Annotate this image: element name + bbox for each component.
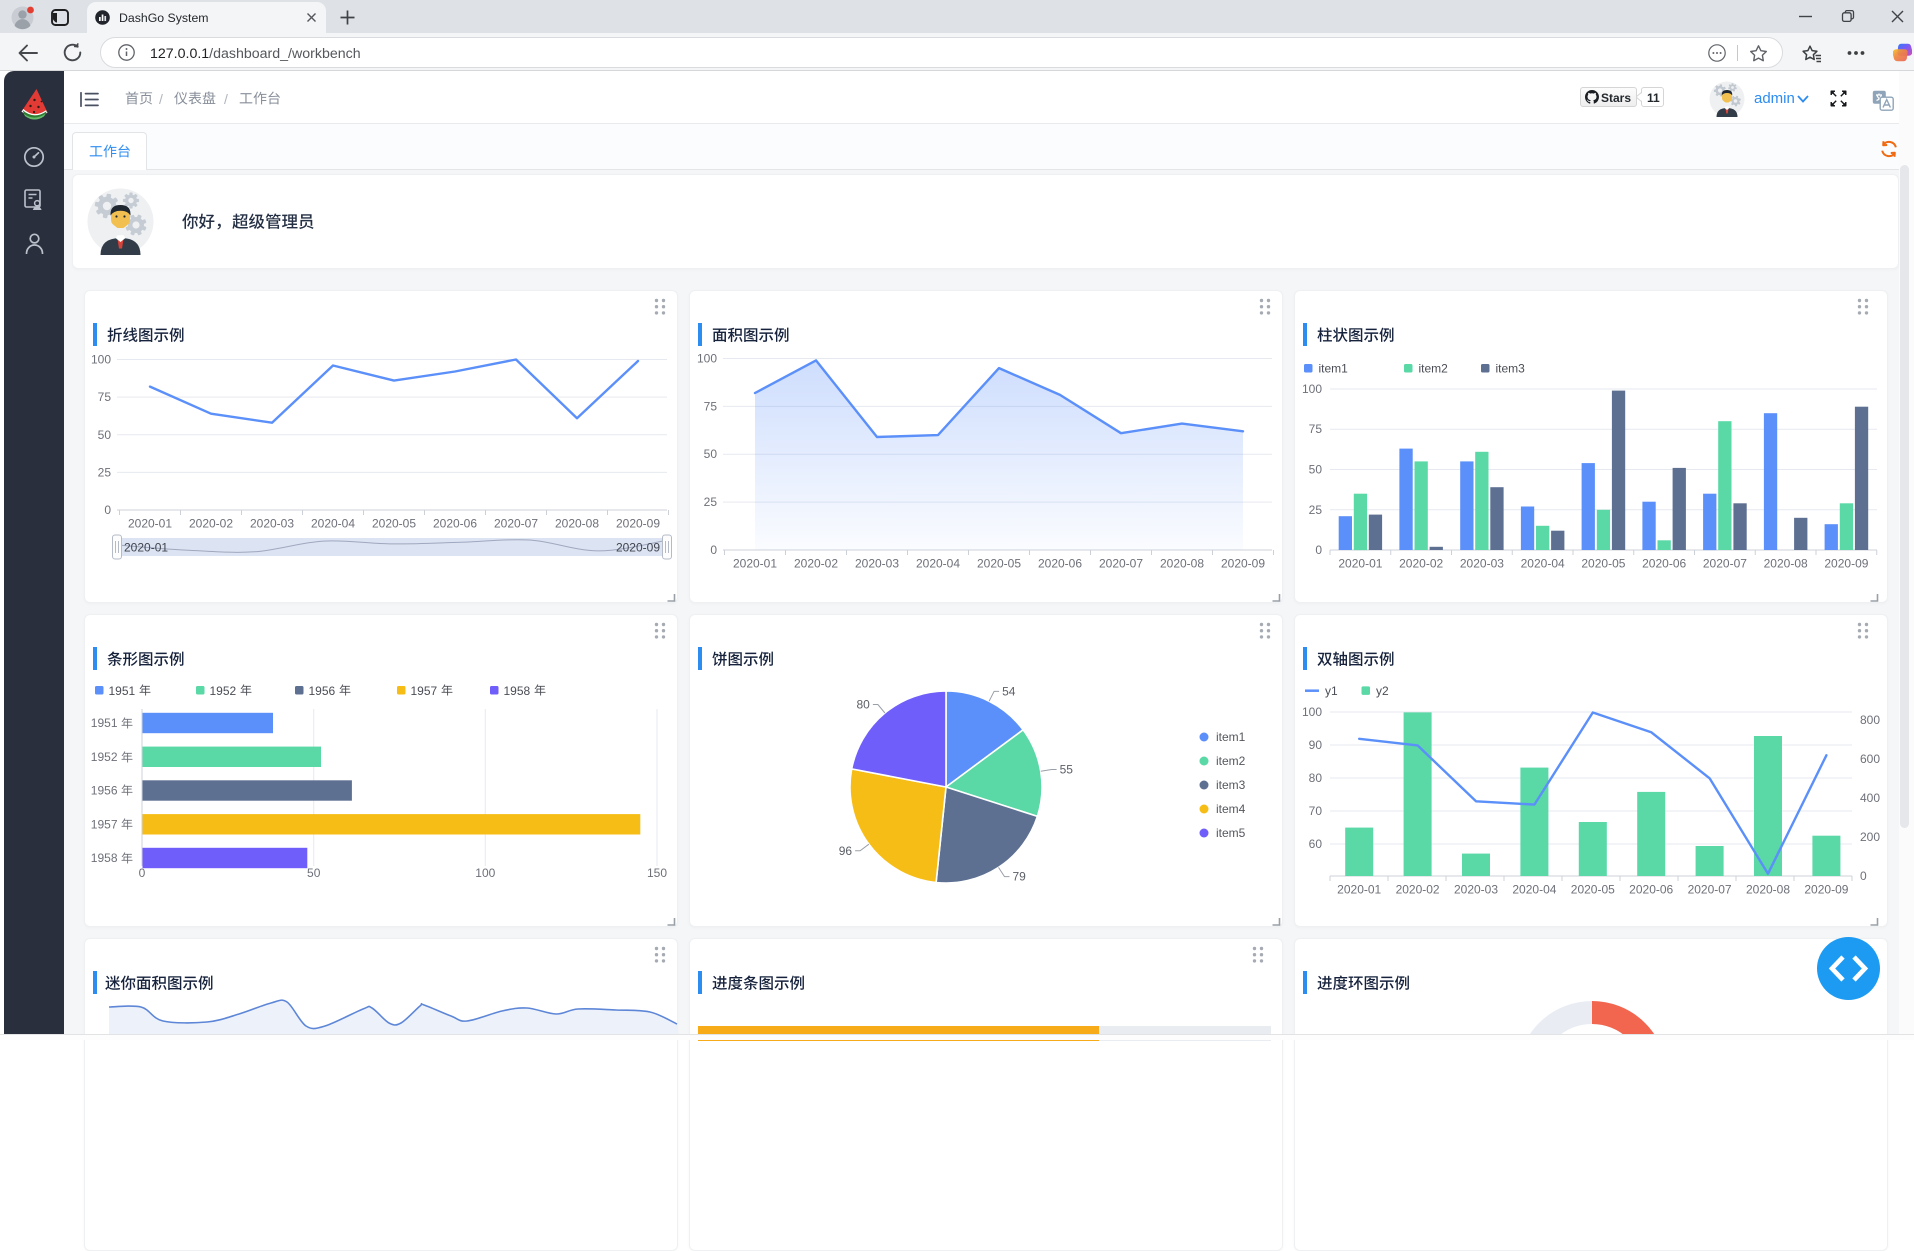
svg-text:100: 100 xyxy=(475,866,495,880)
svg-text:100: 100 xyxy=(697,352,717,366)
svg-text:1956: 1956 xyxy=(309,684,336,698)
svg-text:1958: 1958 xyxy=(504,684,531,698)
svg-text:0: 0 xyxy=(1860,869,1867,883)
svg-text:400: 400 xyxy=(1860,791,1880,805)
svg-text:item4: item4 xyxy=(1216,802,1246,816)
svg-text:1958: 1958 xyxy=(91,851,118,865)
svg-text:2020-03: 2020-03 xyxy=(1460,557,1504,571)
svg-text:2020-09: 2020-09 xyxy=(1824,557,1868,571)
svg-text:2020-05: 2020-05 xyxy=(977,557,1021,571)
svg-text:54: 54 xyxy=(1002,684,1016,698)
svg-text:2020-04: 2020-04 xyxy=(311,517,355,531)
svg-text:1952: 1952 xyxy=(210,684,237,698)
svg-text:0: 0 xyxy=(1315,543,1322,557)
svg-text:0: 0 xyxy=(710,543,717,557)
svg-text:2020-07: 2020-07 xyxy=(1099,557,1143,571)
svg-text:2020-01: 2020-01 xyxy=(128,517,172,531)
svg-text:2020-08: 2020-08 xyxy=(1764,557,1808,571)
svg-text:96: 96 xyxy=(839,844,853,858)
svg-text:55: 55 xyxy=(1060,763,1074,777)
svg-text:2020-04: 2020-04 xyxy=(1512,883,1556,897)
svg-text:2020-02: 2020-02 xyxy=(794,557,838,571)
svg-text:50: 50 xyxy=(1309,463,1323,477)
svg-text:2020-03: 2020-03 xyxy=(250,517,294,531)
svg-text:2020-08: 2020-08 xyxy=(1160,557,1204,571)
svg-text:80: 80 xyxy=(1309,771,1323,785)
svg-text:50: 50 xyxy=(307,866,321,880)
svg-text:25: 25 xyxy=(704,495,718,509)
svg-text:2020-02: 2020-02 xyxy=(189,517,233,531)
svg-text:80: 80 xyxy=(856,698,870,712)
svg-text:item2: item2 xyxy=(1419,362,1449,376)
svg-text:1951: 1951 xyxy=(91,716,118,730)
svg-text:100: 100 xyxy=(1302,382,1322,396)
svg-text:25: 25 xyxy=(98,465,112,479)
svg-text:2020-09: 2020-09 xyxy=(616,541,660,555)
svg-text:2020-07: 2020-07 xyxy=(494,517,538,531)
svg-text:2020-01: 2020-01 xyxy=(124,541,168,555)
svg-text:200: 200 xyxy=(1860,830,1880,844)
svg-text:75: 75 xyxy=(1309,422,1323,436)
svg-text:y2: y2 xyxy=(1376,684,1389,698)
svg-text:item1: item1 xyxy=(1319,362,1349,376)
svg-text:1957: 1957 xyxy=(411,684,438,698)
svg-text:2020-07: 2020-07 xyxy=(1688,883,1732,897)
svg-text:item3: item3 xyxy=(1216,778,1246,792)
svg-text:2020-03: 2020-03 xyxy=(1454,883,1498,897)
svg-text:50: 50 xyxy=(704,447,718,461)
svg-text:2020-06: 2020-06 xyxy=(1629,883,1673,897)
svg-text:70: 70 xyxy=(1309,804,1323,818)
svg-text:60: 60 xyxy=(1309,837,1323,851)
svg-text:1952: 1952 xyxy=(91,750,118,764)
svg-text:y1: y1 xyxy=(1325,684,1338,698)
svg-text:1951: 1951 xyxy=(109,684,136,698)
svg-text:2020-09: 2020-09 xyxy=(1221,557,1265,571)
svg-text:2020-09: 2020-09 xyxy=(616,517,660,531)
svg-text:100: 100 xyxy=(91,353,111,367)
svg-text:75: 75 xyxy=(98,390,112,404)
svg-text:79: 79 xyxy=(1012,870,1026,884)
svg-text:0: 0 xyxy=(139,866,146,880)
svg-text:25: 25 xyxy=(1309,503,1323,517)
svg-text:50: 50 xyxy=(98,428,112,442)
svg-text:90: 90 xyxy=(1309,738,1323,752)
svg-text:2020-06: 2020-06 xyxy=(1642,557,1686,571)
svg-text:2020-01: 2020-01 xyxy=(1337,883,1381,897)
svg-text:75: 75 xyxy=(704,399,718,413)
svg-text:0: 0 xyxy=(104,503,111,517)
svg-text:2020-01: 2020-01 xyxy=(733,557,777,571)
svg-text:item1: item1 xyxy=(1216,730,1246,744)
svg-text:item5: item5 xyxy=(1216,826,1246,840)
svg-text:2020-02: 2020-02 xyxy=(1399,557,1443,571)
svg-text:2020-05: 2020-05 xyxy=(1571,883,1615,897)
svg-text:1956: 1956 xyxy=(91,784,118,798)
svg-text:2020-07: 2020-07 xyxy=(1703,557,1747,571)
svg-text:2020-04: 2020-04 xyxy=(1521,557,1565,571)
svg-text:item2: item2 xyxy=(1216,754,1246,768)
svg-text:2020-08: 2020-08 xyxy=(555,517,599,531)
svg-text:2020-01: 2020-01 xyxy=(1338,557,1382,571)
svg-text:800: 800 xyxy=(1860,713,1880,727)
svg-text:2020-04: 2020-04 xyxy=(916,557,960,571)
svg-text:2020-06: 2020-06 xyxy=(433,517,477,531)
svg-text:2020-03: 2020-03 xyxy=(855,557,899,571)
svg-text:2020-09: 2020-09 xyxy=(1804,883,1848,897)
svg-text:2020-05: 2020-05 xyxy=(1581,557,1625,571)
svg-text:item3: item3 xyxy=(1496,362,1526,376)
svg-text:1957: 1957 xyxy=(91,817,118,831)
svg-text:600: 600 xyxy=(1860,752,1880,766)
svg-text:100: 100 xyxy=(1302,705,1322,719)
svg-text:2020-05: 2020-05 xyxy=(372,517,416,531)
svg-text:2020-06: 2020-06 xyxy=(1038,557,1082,571)
svg-text:2020-08: 2020-08 xyxy=(1746,883,1790,897)
svg-text:2020-02: 2020-02 xyxy=(1396,883,1440,897)
svg-text:150: 150 xyxy=(647,866,667,880)
